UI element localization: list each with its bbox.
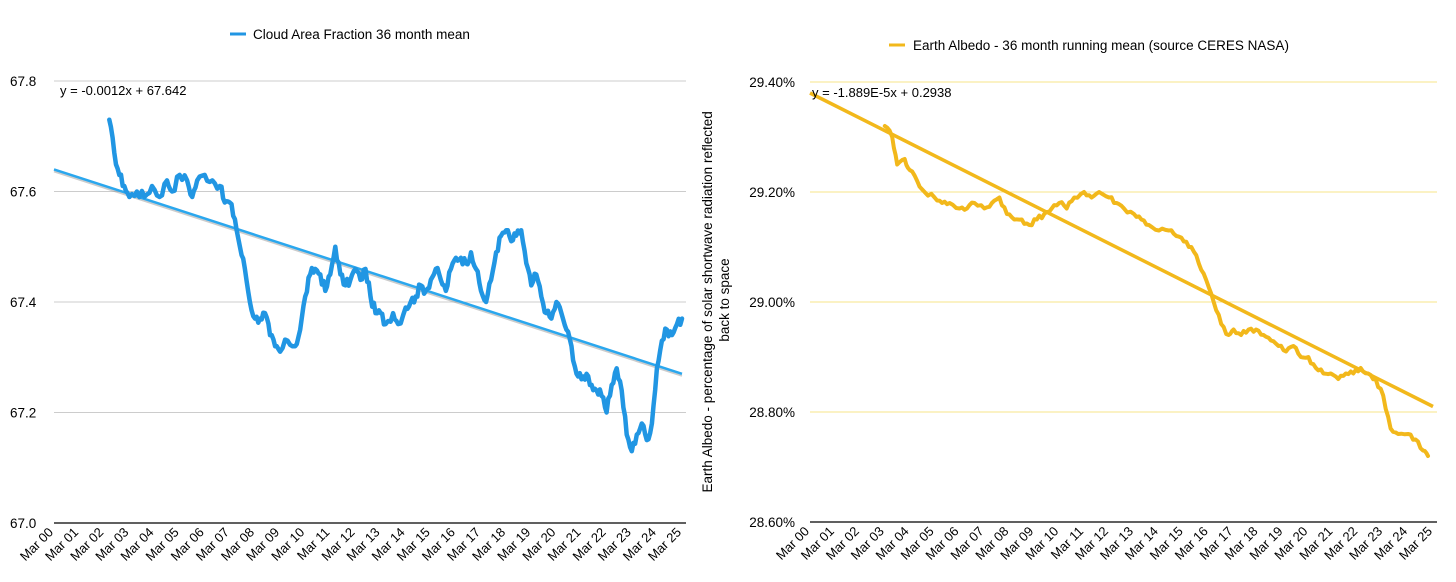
right-trend-equation: y = -1.889E-5x + 0.2938 [812, 85, 951, 100]
data-series-line [882, 124, 1430, 458]
y-tick-label: 67.0 [10, 516, 36, 531]
earth-albedo-chart: 29.40% 29.20% 29.00% 28.80% 28.60% Mar 00Mar… [700, 38, 1437, 563]
y-tick-label: 67.4 [10, 295, 37, 310]
right-series-lines [809, 91, 1434, 458]
right-y-axis-title-line2: back to space [717, 258, 732, 341]
left-trend-equation: y = -0.0012x + 67.642 [60, 83, 186, 98]
left-legend: Cloud Area Fraction 36 month mean [230, 27, 470, 42]
left-legend-label: Cloud Area Fraction 36 month mean [253, 27, 470, 42]
data-series-line [107, 117, 685, 454]
right-y-axis-title: Earth Albedo - percentage of solar short… [700, 108, 732, 493]
y-tick-label: 67.2 [10, 406, 36, 421]
y-tick-label: 28.80% [749, 405, 795, 420]
right-legend: Earth Albedo - 36 month running mean (so… [889, 38, 1289, 53]
right-y-axis-title-line1: Earth Albedo - percentage of solar short… [700, 111, 715, 492]
right-gridlines [810, 81, 1437, 523]
y-tick-label: 67.8 [10, 74, 36, 89]
y-tick-label: 29.40% [749, 75, 795, 90]
trendline [809, 91, 1434, 409]
right-legend-label: Earth Albedo - 36 month running mean (so… [913, 38, 1289, 53]
y-tick-label: 29.20% [749, 185, 795, 200]
y-tick-label: 67.6 [10, 185, 36, 200]
left-y-tick-labels: 67.8 67.6 67.4 67.2 67.0 [10, 74, 37, 531]
y-tick-label: 29.00% [749, 295, 795, 310]
right-y-tick-labels: 29.40% 29.20% 29.00% 28.80% 28.60% [749, 75, 795, 530]
y-tick-label: 28.60% [749, 515, 795, 530]
left-series-lines [53, 117, 685, 454]
